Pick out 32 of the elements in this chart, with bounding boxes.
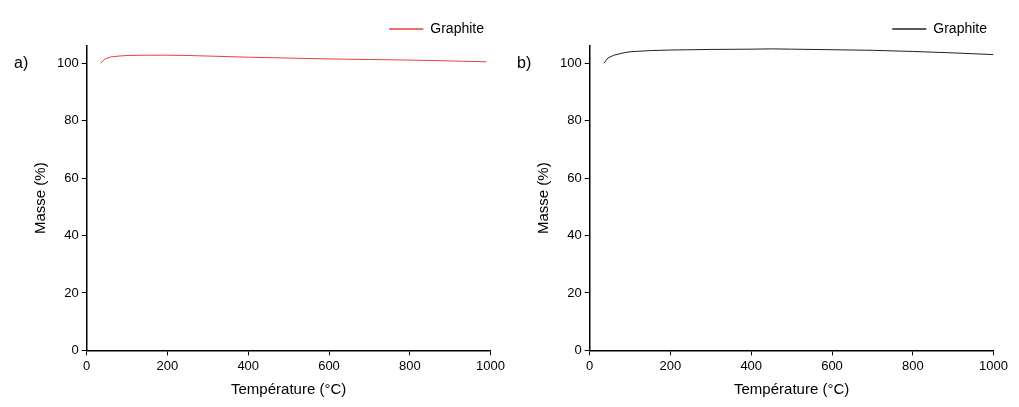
x-tick-label: 800 (398, 357, 421, 373)
legend-label: Graphite (430, 19, 485, 36)
y-tick-label: 0 (574, 341, 582, 357)
y-tick-label: 100 (559, 54, 582, 70)
y-tick-label: 40 (64, 227, 79, 243)
x-tick-label: 200 (659, 357, 682, 373)
x-tick-label: 800 (901, 357, 924, 373)
y-axis-title: Masse (%) (31, 162, 49, 235)
x-tick-label: 0 (586, 357, 594, 373)
x-tick-label: 200 (156, 357, 179, 373)
x-tick-label: 0 (83, 357, 91, 373)
x-tick-label: 400 (237, 357, 260, 373)
y-tick-label: 80 (64, 112, 79, 128)
x-tick-label: 600 (318, 357, 340, 373)
x-tick-label: 600 (821, 357, 843, 373)
y-tick-label: 0 (71, 341, 79, 357)
y-tick-label: 20 (64, 284, 79, 300)
y-tick-label: 60 (567, 169, 582, 185)
x-tick-label: 400 (740, 357, 763, 373)
y-tick-label: 20 (567, 284, 582, 300)
text: a) (14, 53, 29, 71)
text: b) (517, 53, 532, 71)
y-tick-label: 60 (64, 169, 79, 185)
y-axis-title: Masse (%) (534, 162, 552, 235)
y-tick-label: 40 (567, 227, 582, 243)
y-tick-label: 80 (567, 112, 582, 128)
y-tick-label: 100 (56, 54, 79, 70)
x-axis-title: Température (°C) (734, 380, 850, 398)
x-tick-label: 1000 (476, 357, 505, 373)
x-axis-title: Température (°C) (231, 380, 347, 398)
legend-label: Graphite (933, 19, 988, 36)
x-tick-label: 1000 (979, 357, 1008, 373)
